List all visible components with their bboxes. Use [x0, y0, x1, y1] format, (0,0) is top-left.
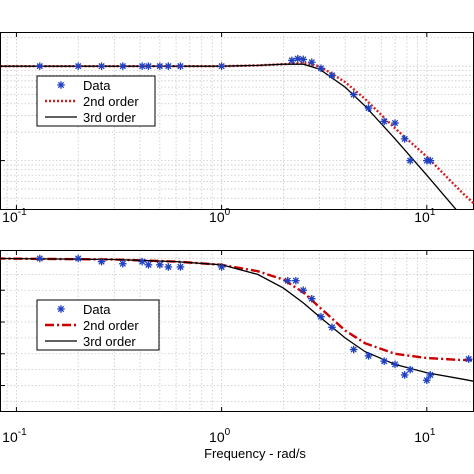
legend-label: 3rd order [83, 334, 136, 349]
data-point [400, 135, 409, 143]
data-point [35, 254, 44, 263]
data-point [217, 263, 226, 271]
x-axis-label: Frequency - rad/s [204, 446, 306, 461]
data-point [406, 156, 415, 165]
data-point [364, 104, 373, 112]
legend-marker [57, 81, 65, 89]
data-point [464, 355, 473, 363]
data-point [328, 323, 336, 332]
data-point [119, 62, 127, 70]
data-point [164, 263, 173, 271]
data-point [156, 62, 164, 70]
x-tick-label: 101 [414, 207, 436, 225]
data-point [35, 62, 44, 70]
x-tick-label: 100 [209, 207, 231, 225]
data-point [144, 62, 153, 70]
legend-marker [57, 305, 65, 313]
plot-area [0, 254, 474, 385]
data-point [349, 90, 358, 99]
data-point [217, 62, 226, 70]
data-point [74, 62, 82, 70]
data-point [400, 371, 409, 379]
data-point [328, 71, 336, 80]
data-point [349, 345, 358, 354]
legend-label: Data [83, 302, 111, 317]
data-point [119, 259, 127, 268]
data-point [74, 254, 82, 263]
data-point [97, 62, 106, 70]
data-point [364, 352, 373, 360]
legend-label: 3rd order [83, 110, 136, 125]
data-point [307, 294, 316, 303]
data-point [144, 261, 153, 269]
data-point [406, 365, 415, 374]
data-point [426, 156, 435, 165]
data-point [283, 276, 292, 285]
data-point [391, 119, 399, 127]
plot-area [0, 54, 474, 210]
data-point [380, 357, 389, 365]
x-tick-label: 10-1 [2, 427, 27, 445]
data-point [176, 263, 185, 271]
legend-label: 2nd order [83, 94, 139, 109]
series-line-3rd-order [0, 257, 474, 382]
data-point [299, 286, 308, 295]
data-point [164, 62, 173, 70]
data-point [138, 257, 146, 266]
data-point [307, 58, 316, 67]
x-tick-label: 100 [209, 427, 231, 445]
legend-label: 2nd order [83, 318, 139, 333]
data-point [380, 117, 389, 126]
data-point [317, 312, 325, 321]
data-point [293, 54, 302, 63]
data-point [299, 55, 308, 64]
x-tick-label: 10-1 [2, 207, 27, 225]
legend-box [36, 75, 156, 127]
data-point [156, 261, 164, 269]
data-point [426, 371, 435, 379]
data-point [391, 360, 399, 369]
data-point [97, 257, 106, 266]
legend-label: Data [83, 78, 111, 93]
x-tick-label: 101 [414, 427, 436, 445]
data-point [288, 56, 296, 65]
data-point [317, 64, 325, 73]
data-point [176, 62, 185, 70]
data-point [423, 376, 431, 385]
data-point [292, 276, 300, 285]
